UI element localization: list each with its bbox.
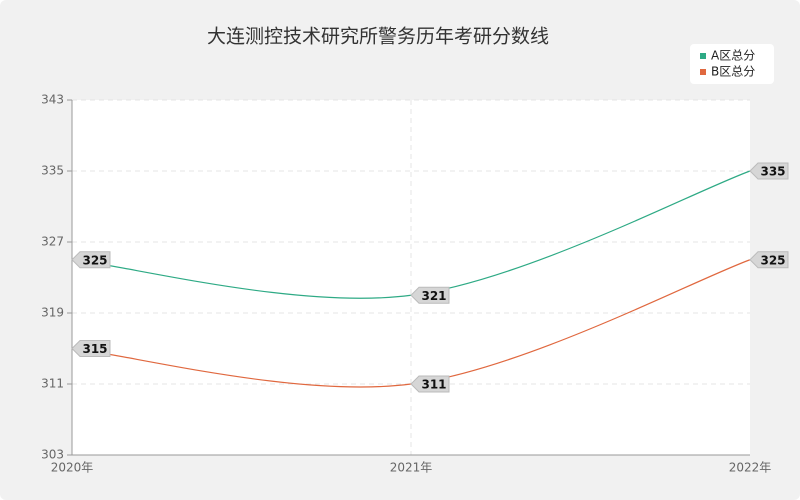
- data-label-box: [749, 162, 789, 180]
- data-label: 315: [82, 342, 107, 356]
- data-label: 335: [760, 165, 785, 179]
- data-label: 325: [82, 253, 107, 267]
- data-label-box: [71, 251, 111, 269]
- legend-box: [690, 44, 774, 84]
- y-tick-label: 311: [41, 377, 64, 391]
- data-label: 321: [421, 289, 446, 303]
- legend-label: B区总分: [711, 65, 755, 79]
- y-tick-label: 303: [41, 448, 64, 462]
- data-label-box: [410, 286, 450, 304]
- y-tick-label: 319: [41, 306, 64, 320]
- legend-swatch: [700, 69, 706, 75]
- x-tick-label: 2020年: [51, 461, 94, 475]
- chart-title: 大连测控技术研究所警务历年考研分数线: [207, 26, 549, 48]
- data-label: 311: [421, 378, 446, 392]
- legend-swatch: [700, 53, 706, 59]
- data-label-box: [71, 340, 111, 357]
- y-tick-label: 335: [41, 164, 64, 178]
- x-tick-label: 2022年: [729, 461, 772, 475]
- data-label: 325: [760, 253, 785, 267]
- data-label-box: [410, 375, 450, 393]
- y-tick-label: 327: [41, 235, 64, 249]
- data-label-box: [749, 251, 789, 269]
- x-tick-label: 2021年: [390, 461, 433, 475]
- legend-label: A区总分: [711, 49, 755, 63]
- plot-area: [72, 100, 750, 455]
- y-tick-label: 343: [41, 93, 64, 107]
